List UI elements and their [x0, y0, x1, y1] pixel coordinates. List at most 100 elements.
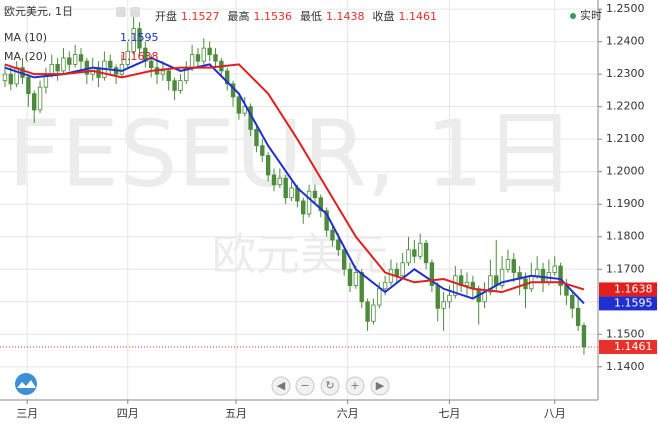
- candle-body: [61, 57, 66, 72]
- svg-text:↻: ↻: [325, 379, 334, 392]
- logo-shape: [17, 380, 36, 388]
- ohlc-value: 1.1536: [254, 10, 293, 23]
- realtime-label: 实时: [580, 8, 602, 22]
- y-tick-label: 1.2400: [606, 35, 645, 48]
- candle-body: [575, 307, 581, 326]
- y-tick-label: 1.2500: [606, 2, 645, 15]
- candle-body: [26, 76, 31, 95]
- candle-body: [423, 242, 429, 264]
- candle-body: [318, 197, 323, 212]
- candle-body: [552, 265, 557, 273]
- x-tick-label: 五月: [225, 407, 247, 420]
- candle-body: [534, 268, 540, 277]
- candle-body: [277, 177, 283, 186]
- candle-body: [301, 200, 306, 215]
- candle-body: [148, 60, 154, 69]
- ohlc-value: 1.1461: [399, 10, 438, 23]
- last-price-tag: 1.1461: [614, 340, 653, 353]
- price-tag-bg: [599, 296, 657, 311]
- y-tick-label: 1.2300: [606, 67, 645, 80]
- candle-body: [195, 54, 201, 62]
- icon[interactable]: [116, 7, 126, 17]
- candle-body: [570, 294, 575, 309]
- x-tick-label: 三月: [16, 407, 38, 420]
- y-tick-label: 1.1900: [606, 197, 645, 210]
- candle-body: [447, 294, 452, 303]
- candle-body: [336, 239, 341, 251]
- candle-body: [8, 73, 14, 85]
- candle-body: [37, 86, 43, 111]
- price-tag-bg: [599, 282, 657, 297]
- ohlc-label: 收盘: [373, 9, 395, 23]
- status-dot: [570, 13, 576, 19]
- symbol-title: 欧元美元, 1日: [4, 5, 73, 18]
- last-price-tag-bg: [599, 339, 657, 354]
- candle-body: [347, 268, 353, 286]
- candle-body: [108, 60, 113, 69]
- price-tag: 1.1595: [614, 296, 653, 309]
- candle-body: [225, 70, 230, 85]
- candle-body: [464, 281, 470, 286]
- ma-line: [4, 63, 585, 294]
- candle-body: [242, 106, 247, 114]
- plot: [0, 15, 598, 355]
- candle-body: [160, 70, 166, 75]
- candle-body: [254, 129, 259, 147]
- realtime: 实时: [570, 8, 602, 22]
- candle-body: [581, 325, 587, 348]
- candle-body: [131, 28, 136, 52]
- candle-body: [453, 275, 458, 296]
- scroll-left[interactable]: ◀: [271, 376, 291, 396]
- candle-body: [377, 288, 382, 306]
- svg-text:−: −: [300, 379, 309, 392]
- candle-body: [72, 54, 78, 65]
- logo-icon: [15, 373, 37, 395]
- candle-body: [265, 155, 271, 176]
- scroll-right[interactable]: ▶: [370, 376, 390, 396]
- candle-body: [189, 54, 195, 69]
- ohlc-label: 最低: [300, 10, 322, 23]
- ohlc-label: 最高: [228, 9, 250, 23]
- price-tag: 1.1638: [614, 282, 653, 295]
- x-tick-label: 七月: [438, 407, 460, 420]
- legend-value: 1.1638: [120, 50, 159, 63]
- reset[interactable]: ↻: [320, 376, 340, 396]
- candle-body: [341, 249, 347, 270]
- candle-body: [488, 275, 493, 293]
- candle-body: [324, 210, 329, 231]
- icon[interactable]: [130, 7, 140, 17]
- legend-name: MA (10): [4, 31, 47, 44]
- ohlc-value: 1.1438: [326, 10, 365, 23]
- candle-body: [499, 268, 505, 286]
- candle-body: [178, 80, 183, 91]
- zoom-out[interactable]: −: [295, 376, 315, 396]
- candle-body: [359, 272, 364, 303]
- y-tick-label: 1.2200: [606, 100, 645, 113]
- candle-body: [505, 259, 511, 270]
- candle-body: [49, 63, 54, 75]
- y-tick-label: 1.2100: [606, 132, 645, 145]
- ohlc-value: 1.1527: [181, 10, 220, 23]
- candle-body: [365, 301, 370, 322]
- ohlc-label: 开盘: [155, 9, 177, 23]
- candle-body: [2, 73, 8, 82]
- y-tick-label: 1.2000: [606, 165, 645, 178]
- candle-body: [435, 285, 440, 309]
- legend-name: MA (20): [4, 50, 47, 63]
- svg-text:+: +: [350, 379, 359, 392]
- zoom-in[interactable]: +: [345, 376, 365, 396]
- candle-body: [55, 63, 60, 72]
- candle-body: [353, 272, 359, 286]
- x-tick-label: 八月: [544, 407, 566, 420]
- legend-value: 1.1595: [120, 31, 159, 44]
- background: [0, 0, 598, 400]
- candle-body: [330, 229, 335, 241]
- candle-body: [137, 28, 142, 49]
- candle-body: [412, 249, 417, 257]
- candle-body: [125, 50, 130, 65]
- candle-body: [382, 281, 388, 290]
- y-tick-label: 1.1800: [606, 230, 645, 243]
- candle-body: [166, 70, 171, 82]
- ma-line: [4, 56, 585, 305]
- header-icons: [116, 7, 140, 17]
